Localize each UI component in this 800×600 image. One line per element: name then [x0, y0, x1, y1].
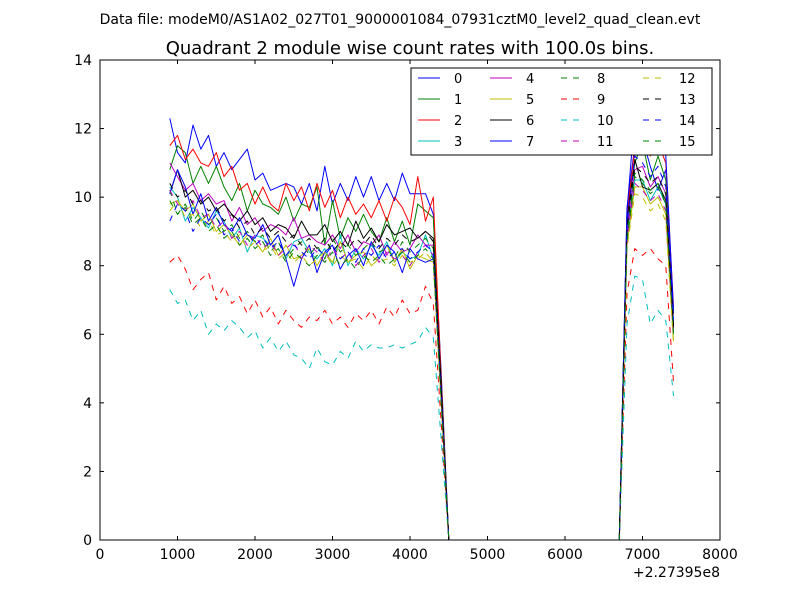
y-tick-label: 8: [83, 259, 92, 275]
x-tick-label: 0: [96, 547, 105, 563]
series-line-7: [169, 114, 674, 541]
series-line-6: [169, 158, 674, 541]
x-tick-label: 2000: [237, 547, 273, 563]
y-tick-label: 14: [74, 53, 92, 69]
legend-label-5: 5: [526, 93, 534, 108]
series-line-13: [169, 165, 674, 541]
legend-label-8: 8: [597, 72, 605, 87]
series-line-0: [169, 118, 674, 541]
x-tick-label: 4000: [392, 547, 428, 563]
series-line-1: [169, 141, 674, 541]
legend-label-6: 6: [526, 114, 534, 129]
legend-label-9: 9: [597, 93, 605, 108]
chart-supertitle: Data file: modeM0/AS1A02_027T01_90000010…: [100, 12, 701, 28]
legend-label-1: 1: [454, 93, 462, 108]
x-tick-label: 1000: [160, 547, 196, 563]
legend-label-0: 0: [454, 72, 462, 87]
legend-label-11: 11: [597, 135, 614, 150]
legend-label-10: 10: [597, 114, 614, 129]
legend-label-14: 14: [679, 114, 696, 129]
chart-title: Quadrant 2 module wise count rates with …: [166, 38, 655, 59]
legend-label-2: 2: [454, 114, 462, 129]
legend-label-7: 7: [526, 135, 534, 150]
x-tick-label: 7000: [625, 547, 661, 563]
x-tick-label: 6000: [547, 547, 583, 563]
ticks-layer: 0 1000 2000 3000 4000 5000 6000 7000 80000246810…: [74, 53, 738, 563]
series-line-10: [169, 275, 674, 541]
y-tick-label: 2: [83, 464, 92, 480]
x-tick-label: 8000: [702, 547, 738, 563]
series-line-4: [169, 162, 674, 541]
series-line-8: [169, 172, 674, 541]
series-line-9: [169, 248, 674, 541]
y-tick-label: 0: [83, 533, 92, 549]
legend-label-12: 12: [679, 72, 696, 87]
plot-area-frame: [99, 59, 721, 541]
series-line-2: [169, 121, 674, 541]
y-tick-label: 6: [83, 327, 92, 343]
x-axis-offset-label: +2.27395e8: [633, 565, 720, 581]
series-line-11: [169, 182, 674, 541]
y-tick-label: 12: [74, 122, 92, 138]
legend-label-13: 13: [679, 93, 696, 108]
legend-label-3: 3: [454, 135, 462, 150]
series-layer: [169, 114, 674, 541]
y-tick-label: 10: [74, 190, 92, 206]
legend-label-15: 15: [679, 135, 696, 150]
x-tick-label: 5000: [470, 547, 506, 563]
legend-label-4: 4: [526, 72, 534, 87]
y-tick-label: 4: [83, 396, 92, 412]
x-tick-label: 3000: [315, 547, 351, 563]
